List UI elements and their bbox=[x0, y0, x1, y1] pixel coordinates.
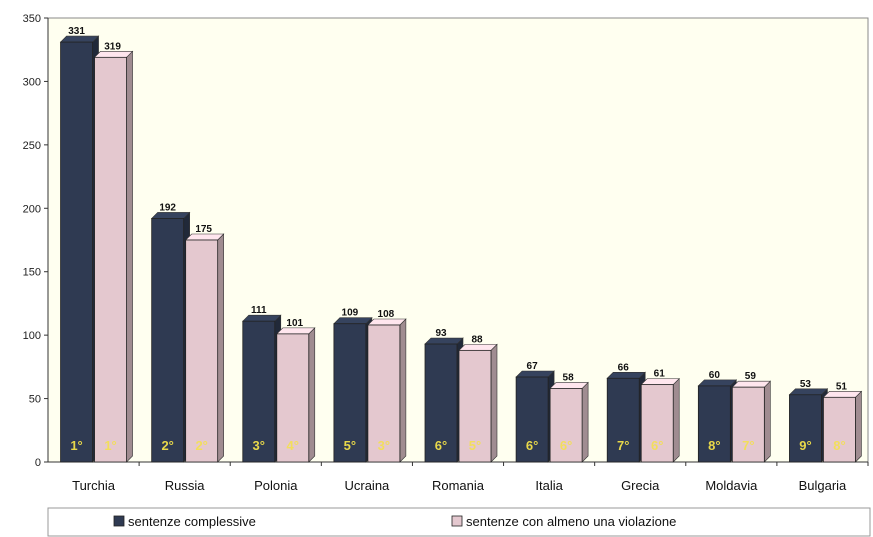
y-tick-label: 300 bbox=[23, 76, 41, 88]
rank-label: 6° bbox=[651, 438, 663, 453]
bar-violazione-side bbox=[308, 327, 316, 463]
rank-label: 6° bbox=[560, 438, 572, 453]
bar-complessive bbox=[60, 41, 93, 463]
bar-violazione bbox=[276, 333, 310, 463]
bar-violazione-side bbox=[672, 377, 680, 463]
value-label: 61 bbox=[654, 369, 666, 380]
bar-complessive bbox=[242, 320, 276, 463]
bar-violazione-side bbox=[855, 390, 862, 463]
bar-violazione bbox=[185, 239, 219, 463]
y-tick-label: 150 bbox=[23, 267, 41, 279]
y-tick-label: 250 bbox=[23, 140, 41, 152]
value-label: 192 bbox=[159, 202, 176, 213]
category-label: Italia bbox=[535, 478, 563, 493]
rank-label: 3° bbox=[378, 438, 390, 453]
value-label: 109 bbox=[342, 308, 359, 319]
rank-label: 9° bbox=[799, 438, 811, 453]
rank-label: 1° bbox=[70, 438, 82, 453]
bar-complessive bbox=[151, 218, 185, 463]
bar-violazione bbox=[458, 349, 492, 463]
value-label: 88 bbox=[471, 334, 483, 345]
value-label: 111 bbox=[251, 305, 267, 316]
rank-label: 3° bbox=[253, 438, 265, 453]
rank-label: 4° bbox=[287, 438, 299, 453]
category-label: Polonia bbox=[254, 478, 298, 493]
y-tick-label: 350 bbox=[23, 13, 41, 25]
y-tick-label: 200 bbox=[23, 203, 41, 215]
bar-complessive bbox=[515, 376, 549, 463]
rank-label: 5° bbox=[469, 438, 481, 453]
bar-violazione bbox=[549, 388, 583, 463]
y-tick-label: 0 bbox=[35, 457, 41, 469]
value-label: 331 bbox=[68, 26, 85, 37]
bar-complessive bbox=[789, 394, 822, 463]
value-label: 60 bbox=[709, 370, 721, 381]
value-label: 319 bbox=[104, 41, 121, 52]
y-tick-label: 50 bbox=[29, 394, 41, 406]
category-label: Bulgaria bbox=[799, 478, 847, 493]
value-label: 67 bbox=[527, 361, 539, 372]
rank-label: 8° bbox=[833, 438, 845, 453]
legend-swatch-violazione bbox=[451, 515, 463, 527]
value-label: 101 bbox=[286, 318, 303, 329]
rank-label: 8° bbox=[708, 438, 720, 453]
category-label: Ucraina bbox=[344, 478, 390, 493]
category-label: Russia bbox=[165, 478, 206, 493]
category-label: Moldavia bbox=[705, 478, 758, 493]
legend-swatch-complessive bbox=[113, 515, 125, 527]
legend-label: sentenze complessive bbox=[128, 514, 256, 529]
bar-violazione-side bbox=[490, 343, 498, 463]
value-label: 58 bbox=[563, 372, 575, 383]
bar-violazione bbox=[94, 56, 127, 463]
bar-violazione-side bbox=[126, 50, 133, 463]
rank-label: 6° bbox=[435, 438, 447, 453]
value-label: 175 bbox=[195, 224, 212, 235]
category-label: Turchia bbox=[72, 478, 116, 493]
rank-label: 1° bbox=[104, 438, 116, 453]
rank-label: 2° bbox=[161, 438, 173, 453]
value-label: 53 bbox=[800, 379, 812, 390]
rank-label: 2° bbox=[195, 438, 207, 453]
value-label: 51 bbox=[836, 381, 848, 392]
category-label: Grecia bbox=[621, 478, 660, 493]
bar-complessive bbox=[333, 323, 367, 463]
bar-violazione-side bbox=[399, 318, 407, 463]
value-label: 108 bbox=[378, 309, 395, 320]
rank-label: 5° bbox=[344, 438, 356, 453]
category-label: Romania bbox=[432, 478, 485, 493]
bar-complessive bbox=[697, 385, 731, 463]
rank-label: 7° bbox=[742, 438, 754, 453]
legend-label: sentenze con almeno una violazione bbox=[466, 514, 676, 529]
bar-violazione bbox=[367, 324, 401, 463]
bar-violazione-side bbox=[217, 233, 224, 463]
bar-violazione-side bbox=[581, 381, 589, 463]
value-label: 59 bbox=[745, 371, 757, 382]
value-label: 66 bbox=[618, 362, 630, 373]
rank-label: 7° bbox=[617, 438, 629, 453]
bar-violazione-side bbox=[764, 380, 771, 463]
value-label: 93 bbox=[435, 328, 447, 339]
bar-violazione bbox=[640, 384, 674, 463]
bar-complessive bbox=[424, 343, 458, 463]
y-tick-label: 100 bbox=[23, 330, 41, 342]
bar-violazione bbox=[823, 396, 856, 463]
bar-violazione bbox=[731, 386, 765, 463]
rank-label: 6° bbox=[526, 438, 538, 453]
bar-complessive bbox=[606, 377, 640, 463]
